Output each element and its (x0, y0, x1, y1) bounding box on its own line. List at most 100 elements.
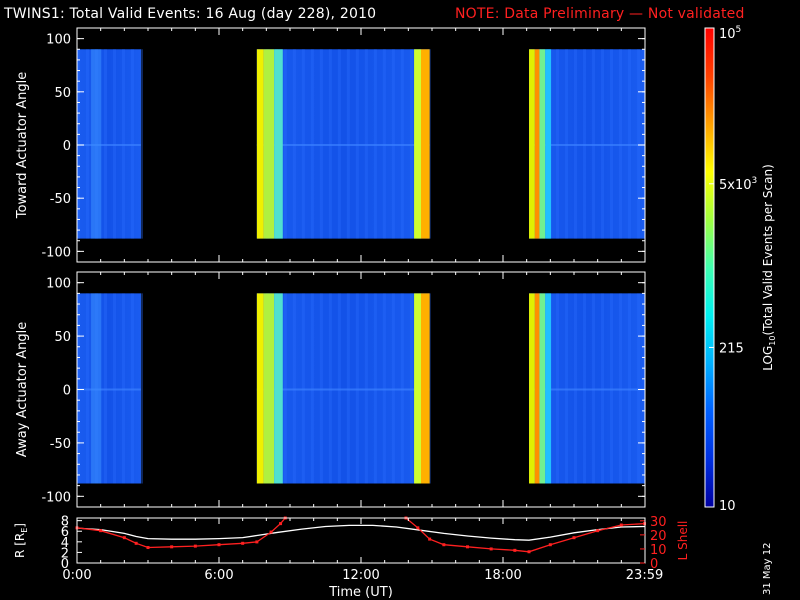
colorbar-tick-label: 215 (719, 341, 744, 356)
l-shell-point (193, 544, 197, 548)
y-tick-label: 0 (61, 557, 69, 572)
data-texture (337, 293, 341, 484)
data-texture (292, 293, 296, 484)
data-block (529, 49, 645, 239)
data-texture (409, 49, 413, 239)
y-right-tick-label: 0 (650, 557, 658, 572)
bright-edge (539, 49, 546, 239)
radius-line (77, 524, 645, 541)
data-texture (328, 49, 332, 239)
data-texture (583, 49, 587, 239)
x-tick-label: 6:00 (204, 568, 233, 583)
data-texture (86, 49, 89, 239)
bright-edge (274, 49, 283, 239)
data-texture (628, 293, 632, 484)
l-shell-point (269, 530, 273, 534)
data-texture (319, 293, 323, 484)
bright-edge (420, 49, 430, 239)
bright-edge (414, 293, 421, 484)
zero-line (77, 144, 141, 146)
data-texture (610, 49, 614, 239)
colorbar-tick-label: 5x103 (719, 176, 757, 193)
y-tick-label: 50 (54, 86, 71, 101)
data-texture (113, 49, 116, 239)
data-texture (565, 293, 569, 484)
data-texture (337, 49, 341, 239)
data-texture (91, 293, 102, 484)
y-right-tick-label: 20 (650, 529, 667, 544)
data-block-fill (77, 293, 141, 484)
data-texture (310, 49, 314, 239)
y-right-tick-label: 10 (650, 543, 667, 558)
y-tick-label: 100 (46, 277, 71, 292)
bright-edge (274, 293, 283, 484)
l-shell-point (527, 550, 531, 554)
date-stamp: 31 May 12 (762, 542, 773, 595)
bright-edge (534, 49, 540, 239)
y-tick-label: 8 (61, 515, 69, 530)
data-block (77, 49, 143, 239)
x-tick-label: 12:00 (342, 568, 379, 583)
bright-edge (545, 49, 552, 239)
data-texture (628, 49, 632, 239)
x-axis-label: Time (UT) (328, 585, 393, 600)
data-texture (601, 49, 605, 239)
data-texture (637, 49, 641, 239)
y-tick-label: 4 (61, 536, 69, 551)
data-texture (592, 49, 596, 239)
data-texture (382, 49, 386, 239)
zero-line (529, 144, 645, 146)
data-texture (373, 293, 377, 484)
data-texture (355, 293, 359, 484)
bright-edge (256, 49, 264, 239)
y-tick-label: 100 (46, 33, 71, 48)
y-axis-label: Toward Actuator Angle (15, 72, 30, 219)
preliminary-note: NOTE: Data Preliminary — Not validated (455, 6, 745, 22)
l-shell-point (122, 536, 126, 540)
zero-line (77, 388, 141, 391)
data-texture (91, 49, 102, 239)
data-block (529, 293, 645, 484)
data-texture (373, 49, 377, 239)
data-texture (556, 49, 560, 239)
l-shell-line (77, 518, 286, 549)
data-texture (601, 293, 605, 484)
data-texture (382, 293, 386, 484)
data-texture (122, 49, 125, 239)
data-block (256, 49, 431, 239)
data-texture (86, 293, 89, 484)
bright-edge (263, 293, 275, 484)
bright-edge (529, 293, 535, 484)
data-texture (556, 293, 560, 484)
zero-line (256, 388, 430, 391)
l-shell-point (489, 547, 493, 551)
heatmap-panel-toward: 100 50 0 -50 -100 Toward Actuator Angle (15, 27, 646, 263)
data-texture (391, 293, 395, 484)
l-shell-point (255, 540, 259, 544)
data-texture (104, 49, 107, 239)
bright-edge (545, 293, 552, 484)
data-texture (77, 49, 80, 239)
l-shell-point (548, 543, 552, 547)
data-texture (301, 293, 305, 484)
data-texture (283, 293, 287, 484)
y-axis-label: Away Actuator Angle (15, 322, 30, 457)
data-texture (346, 293, 350, 484)
data-texture (355, 49, 359, 239)
data-texture (637, 293, 641, 484)
data-texture (131, 49, 134, 239)
data-texture (77, 293, 80, 484)
y-tick-label: -100 (41, 490, 71, 505)
data-texture (592, 293, 596, 484)
data-texture (574, 49, 578, 239)
orbit-left-label: R [RE] (13, 523, 29, 558)
y-tick-label: 2 (61, 546, 69, 561)
bright-edge (539, 293, 546, 484)
colorbar-tick-label: 10 (719, 499, 736, 514)
l-shell-point (619, 523, 623, 527)
data-texture (140, 49, 143, 239)
x-tick-label: 23:59 (626, 568, 663, 583)
data-texture (113, 293, 116, 484)
l-shell-point (170, 545, 174, 549)
